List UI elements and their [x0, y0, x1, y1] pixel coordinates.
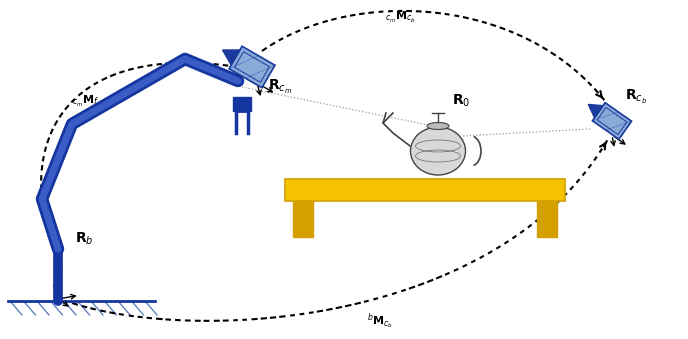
- Text: ${}_{c_m}\mathbf{M}_{f}$: ${}_{c_m}\mathbf{M}_{f}$: [72, 94, 99, 108]
- Text: ${}^{b}\mathbf{M}_{c_b}$: ${}^{b}\mathbf{M}_{c_b}$: [367, 311, 393, 331]
- Bar: [233, 97, 251, 111]
- Bar: [285, 179, 565, 201]
- Polygon shape: [222, 50, 240, 65]
- Bar: [537, 201, 557, 237]
- Bar: [293, 201, 313, 237]
- Text: $\mathbf{R}_{b}$: $\mathbf{R}_{b}$: [75, 231, 94, 247]
- Polygon shape: [588, 104, 603, 118]
- Text: $\mathbf{R}_{0}$: $\mathbf{R}_{0}$: [452, 93, 471, 109]
- Text: $\mathbf{R}_{c_m}$: $\mathbf{R}_{c_m}$: [268, 78, 292, 96]
- Polygon shape: [592, 103, 632, 139]
- Text: ${}_{c_m}\mathbf{M}_{c_b}$: ${}_{c_m}\mathbf{M}_{c_b}$: [385, 9, 416, 24]
- Text: $\mathbf{R}_{c_b}$: $\mathbf{R}_{c_b}$: [625, 88, 647, 106]
- Ellipse shape: [427, 122, 449, 129]
- Polygon shape: [229, 46, 275, 88]
- Ellipse shape: [411, 127, 466, 175]
